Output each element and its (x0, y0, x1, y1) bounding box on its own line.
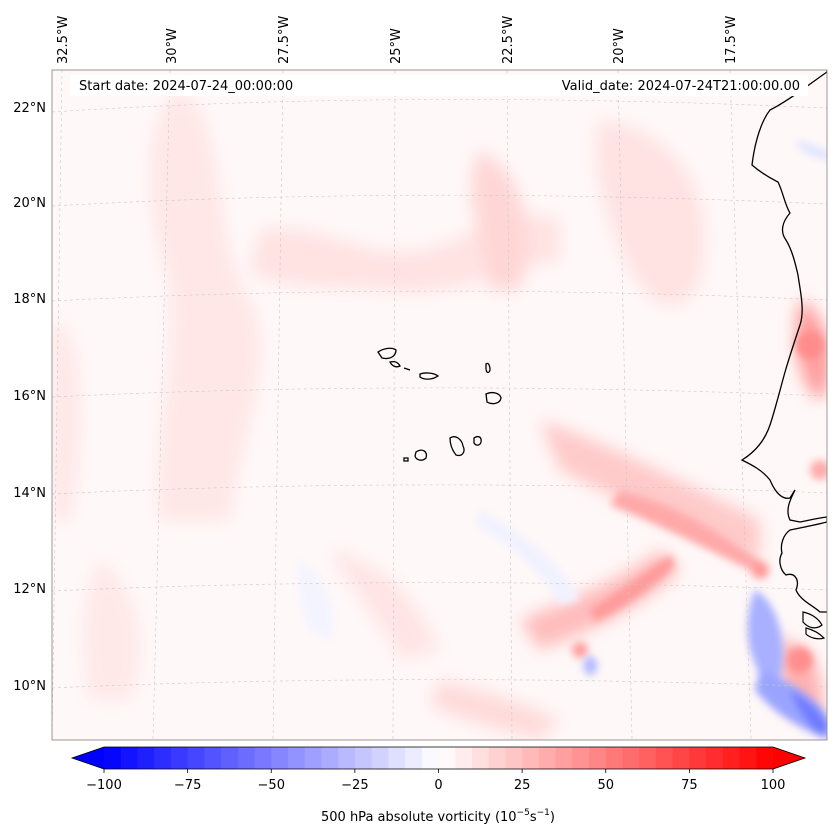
colorbar-tick-label: −25 (341, 778, 368, 793)
lon-tick-label: 22.5°W (501, 16, 516, 64)
lat-tick-label: 16°N (13, 389, 46, 404)
lon-tick-label: 20°W (612, 28, 627, 64)
africa-coastline (740, 70, 827, 613)
colorbar-segment (455, 747, 473, 769)
colorbar-segments (72, 747, 805, 769)
colorbar-segment (204, 747, 222, 769)
colorbar-segment (321, 747, 339, 769)
colorbar-segment (137, 747, 155, 769)
colorbar-extend-min (72, 747, 104, 769)
colorbar-segment (405, 747, 423, 769)
info-box (70, 75, 808, 96)
colorbar-segment (438, 747, 456, 769)
cape-verde-islands (377, 347, 502, 462)
colorbar-segment (304, 747, 322, 769)
colorbar-label: 500 hPa absolute vorticity (10−5s−1) (321, 808, 555, 825)
start-date-text: Start date: 2024-07-24_00:00:00 (79, 79, 293, 94)
colorbar-segment (104, 747, 122, 769)
colorbar-segment (421, 747, 439, 769)
colorbar-segment (354, 747, 373, 769)
colorbar-segment (120, 747, 138, 769)
graticule (52, 70, 827, 740)
colorbar-segment (170, 747, 189, 769)
map-frame (51, 69, 828, 741)
map-area (52, 70, 827, 740)
colorbar-segment (154, 747, 172, 769)
colorbar: −100 −75 −50 −25 0 25 50 75 100 500 hPa absolute… (70, 746, 807, 825)
colorbar-segment (756, 747, 774, 769)
colorbar-segment (689, 747, 707, 769)
colorbar-extend-max (773, 747, 805, 769)
colorbar-tick-label: 25 (514, 778, 531, 793)
lat-tick-label: 22°N (13, 101, 46, 116)
lat-tick-label: 10°N (13, 679, 46, 694)
colorbar-segment (221, 747, 239, 769)
lat-tick-label: 18°N (13, 292, 46, 307)
coast-island-2 (805, 627, 826, 640)
colorbar-segment (237, 747, 255, 769)
valid-date-text: Valid_date: 2024-07-24T21:00:00.00 (562, 79, 800, 94)
colorbar-segment (338, 747, 356, 769)
lon-tick-label: 30°W (165, 28, 180, 64)
colorbar-segment (622, 747, 640, 769)
colorbar-tick-label: −75 (174, 778, 201, 793)
colorbar-tick-label: −100 (86, 778, 122, 793)
colorbar-segment (655, 747, 674, 769)
colorbar-segment (538, 747, 556, 769)
colorbar-segment (672, 747, 690, 769)
colorbar-segment (388, 747, 406, 769)
lon-tick-label: 32.5°W (56, 16, 71, 64)
lat-tick-label: 20°N (13, 196, 46, 211)
colorbar-segment (287, 747, 306, 769)
colorbar-tick-label: 75 (681, 778, 698, 793)
lat-tick-label: 12°N (13, 582, 46, 597)
vorticity-field (52, 90, 827, 740)
colorbar-tick-label: 100 (761, 778, 786, 793)
lon-tick-label: 17.5°W (724, 16, 739, 64)
colorbar-segment (488, 747, 506, 769)
colorbar-segment (471, 747, 490, 769)
coast-island-1 (802, 611, 823, 629)
colorbar-ticks: −100 −75 −50 −25 0 25 50 75 100 (86, 769, 785, 793)
colorbar-tick-label: 0 (434, 778, 442, 793)
colorbar-tick-label: −50 (258, 778, 285, 793)
colorbar-segment (522, 747, 540, 769)
latitude-tick-labels: 22°N 20°N 18°N 16°N 14°N 12°N 10°N (13, 101, 46, 694)
colorbar-segment (739, 747, 757, 769)
colorbar-segment (572, 747, 590, 769)
colorbar-segment (639, 747, 657, 769)
lon-tick-label: 25°W (389, 28, 404, 64)
colorbar-segment (187, 747, 205, 769)
colorbar-segment (555, 747, 573, 769)
colorbar-segment (505, 747, 523, 769)
colorbar-segment (271, 747, 289, 769)
colorbar-segment (605, 747, 623, 769)
colorbar-tick-label: 50 (597, 778, 614, 793)
longitude-tick-labels: 32.5°W 30°W 27.5°W 25°W 22.5°W 20°W 17.5… (56, 16, 739, 64)
colorbar-segment (706, 747, 724, 769)
colorbar-segment (589, 747, 607, 769)
colorbar-segment (254, 747, 272, 769)
lon-tick-label: 27.5°W (277, 16, 292, 64)
colorbar-segment (722, 747, 740, 769)
lat-tick-label: 14°N (13, 486, 46, 501)
colorbar-segment (371, 747, 389, 769)
